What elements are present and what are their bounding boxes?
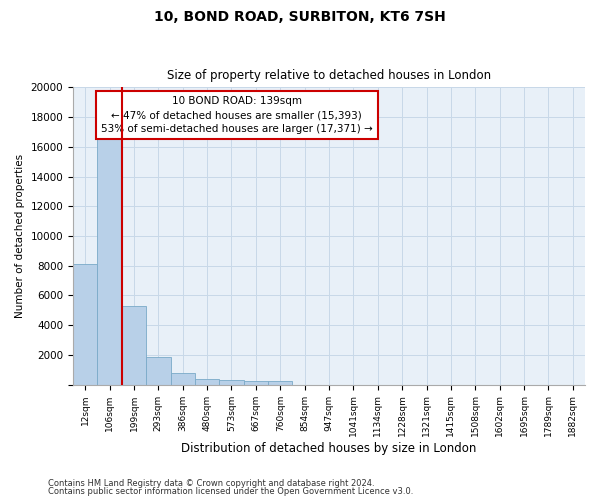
X-axis label: Distribution of detached houses by size in London: Distribution of detached houses by size … [181,442,477,455]
Bar [220,380,244,384]
Text: Contains public sector information licensed under the Open Government Licence v3: Contains public sector information licen… [48,487,413,496]
Bar [170,374,195,384]
Bar [268,382,292,384]
Text: 10, BOND ROAD, SURBITON, KT6 7SH: 10, BOND ROAD, SURBITON, KT6 7SH [154,10,446,24]
Bar [73,264,97,384]
Bar [244,382,268,384]
Bar [195,379,220,384]
Bar [146,357,170,384]
Text: 10 BOND ROAD: 139sqm
← 47% of detached houses are smaller (15,393)
53% of semi-d: 10 BOND ROAD: 139sqm ← 47% of detached h… [101,96,373,134]
Title: Size of property relative to detached houses in London: Size of property relative to detached ho… [167,69,491,82]
Bar [122,306,146,384]
Y-axis label: Number of detached properties: Number of detached properties [15,154,25,318]
Text: Contains HM Land Registry data © Crown copyright and database right 2024.: Contains HM Land Registry data © Crown c… [48,478,374,488]
Bar [97,138,122,384]
